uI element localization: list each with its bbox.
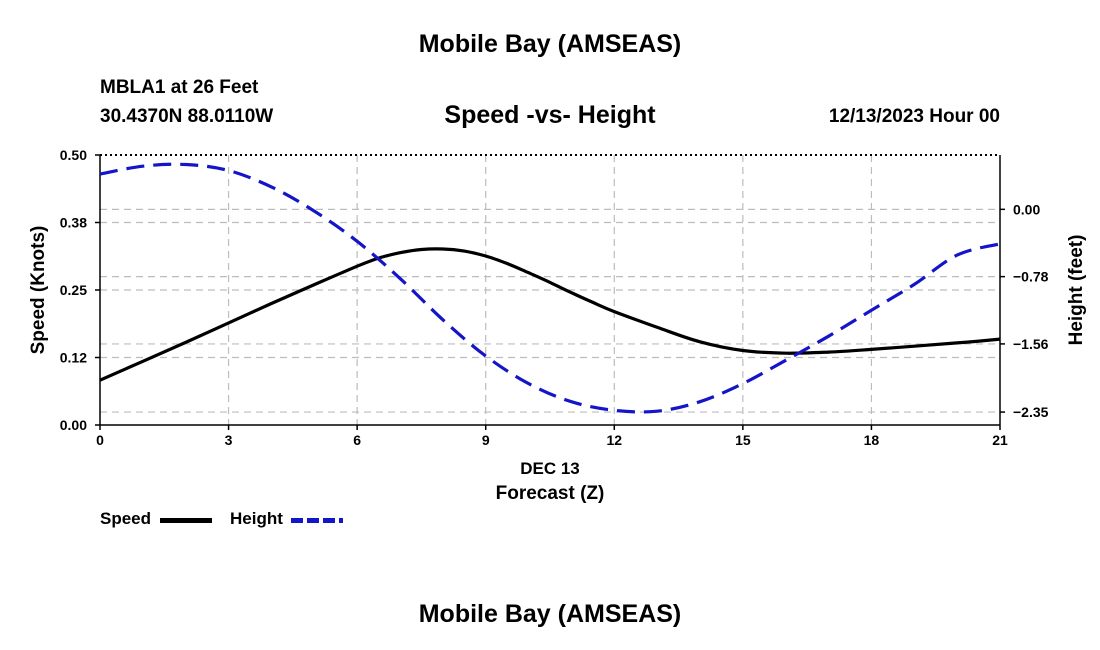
x-axis-date-label: DEC 13 bbox=[520, 459, 580, 478]
station-name: MBLA1 at 26 Feet bbox=[100, 77, 259, 98]
x-tick-label: 3 bbox=[225, 432, 233, 448]
x-axis-title: Forecast (Z) bbox=[495, 483, 605, 504]
y-left-tick-label: 0.25 bbox=[60, 282, 87, 298]
y-left-tick-label: 0.50 bbox=[60, 147, 87, 163]
chart-title: Speed -vs- Height bbox=[444, 101, 656, 129]
series-line-height bbox=[99, 162, 1001, 414]
y-right-tick-label: 0.00 bbox=[1013, 201, 1040, 217]
footer-title: Mobile Bay (AMSEAS) bbox=[418, 600, 682, 628]
y-right-tick-label: −1.56 bbox=[1013, 336, 1049, 352]
x-tick-label: 9 bbox=[482, 432, 490, 448]
x-tick-label: 12 bbox=[606, 432, 622, 448]
y-axis-right-title: Height (feet) bbox=[1066, 235, 1087, 346]
legend-label-speed: Speed bbox=[100, 509, 152, 528]
legend-swatch-height bbox=[291, 518, 343, 523]
x-tick-label: 6 bbox=[353, 432, 361, 448]
y-left-tick-label: 0.00 bbox=[60, 417, 87, 433]
x-tick-label: 0 bbox=[96, 432, 104, 448]
series-line-speed bbox=[99, 247, 1001, 382]
station-coordinates: 30.4370N 88.0110W bbox=[100, 106, 274, 127]
main-title: Mobile Bay (AMSEAS) bbox=[418, 30, 682, 58]
data-series bbox=[99, 162, 1001, 414]
grid-lines bbox=[100, 155, 1000, 425]
axis-ticks: 0 3 6 9 12 15 18 21 0.00 0.12 0.25 0.38 0.50 −2.35 −1.… bbox=[60, 147, 1049, 448]
y-left-tick-label: 0.12 bbox=[60, 350, 87, 366]
y-axis-left-title: Speed (Knots) bbox=[28, 226, 49, 355]
legend-swatch-speed bbox=[160, 518, 212, 523]
x-tick-label: 18 bbox=[864, 432, 880, 448]
y-left-tick-label: 0.38 bbox=[60, 215, 87, 231]
y-right-tick-label: −2.35 bbox=[1013, 404, 1049, 420]
x-tick-label: 15 bbox=[735, 432, 751, 448]
y-right-tick-label: −0.78 bbox=[1013, 269, 1049, 285]
legend-label-height: Height bbox=[230, 509, 283, 528]
forecast-date: 12/13/2023 Hour 00 bbox=[828, 106, 1000, 127]
x-tick-label: 21 bbox=[992, 432, 1008, 448]
